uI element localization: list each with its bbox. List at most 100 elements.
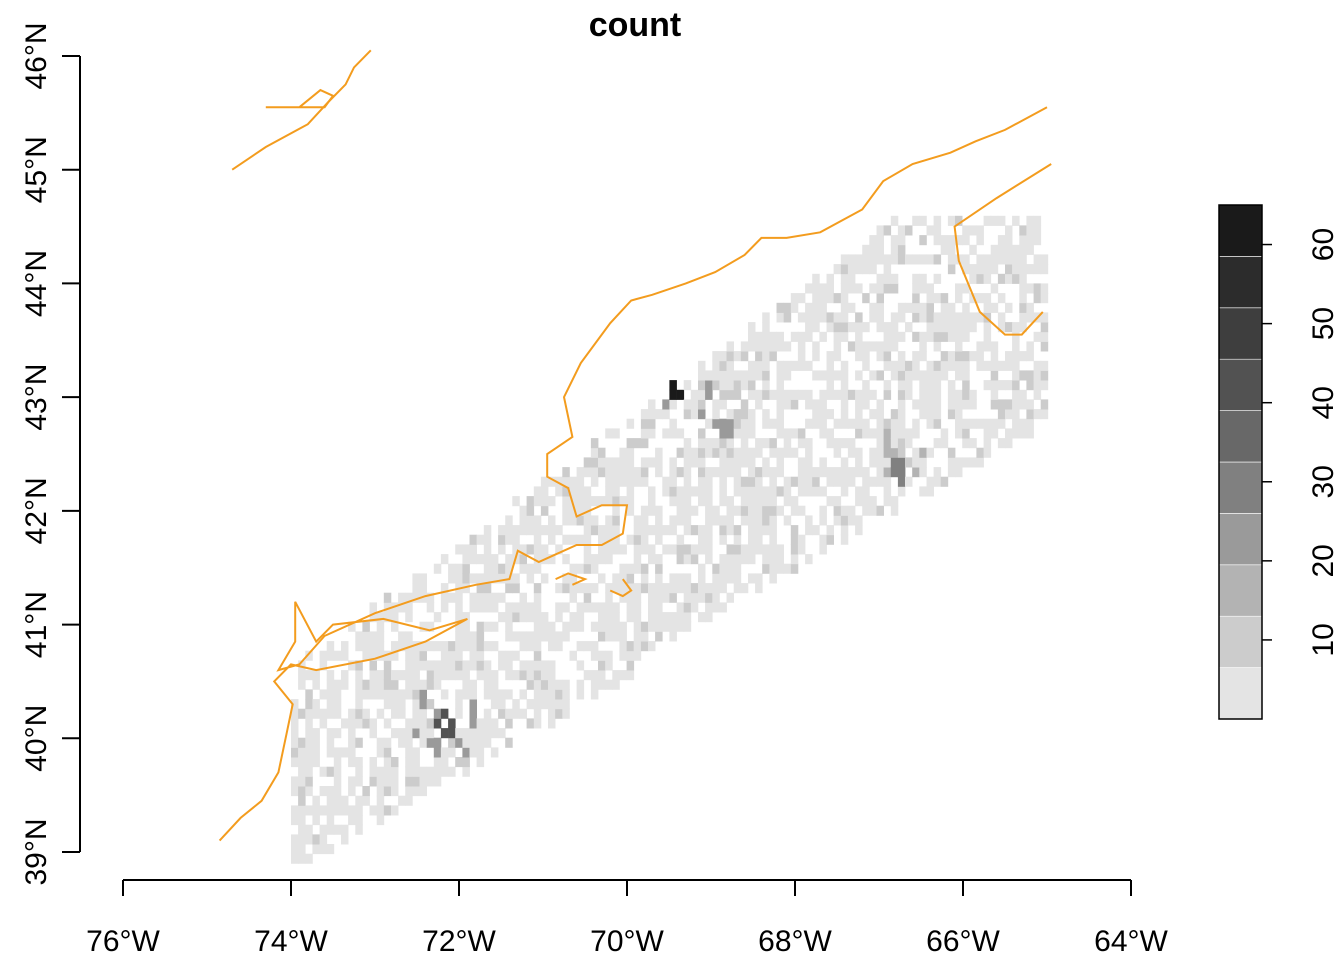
raster-cell: [712, 438, 720, 449]
raster-cell: [583, 515, 592, 526]
raster-cell: [983, 428, 992, 439]
raster-cell: [883, 389, 892, 400]
raster-cell: [455, 757, 463, 768]
raster-cell: [969, 264, 977, 275]
raster-cell: [726, 418, 734, 429]
raster-cell: [698, 525, 706, 536]
raster-cell: [605, 525, 613, 536]
raster-cell: [947, 380, 956, 391]
raster-cell: [376, 612, 385, 623]
raster-cell: [433, 718, 442, 729]
raster-cell: [740, 505, 749, 516]
raster-cell: [819, 283, 827, 294]
raster-cell: [712, 592, 720, 603]
raster-cell: [298, 795, 306, 806]
raster-cell: [448, 718, 456, 729]
raster-cell: [633, 641, 642, 652]
raster-cell: [355, 708, 363, 719]
raster-cell: [719, 447, 727, 458]
raster-cell: [419, 583, 427, 594]
raster-cell: [783, 341, 792, 352]
raster-cell: [698, 380, 706, 391]
raster-cell: [755, 360, 763, 371]
raster-cell: [562, 583, 570, 594]
raster-cell: [1019, 351, 1027, 362]
raster-cell: [526, 660, 535, 671]
raster-cell: [462, 573, 470, 584]
raster-cell: [426, 766, 435, 777]
raster-cell: [833, 351, 842, 362]
raster-cell: [662, 399, 670, 410]
raster-cell: [755, 341, 763, 352]
raster-cell: [533, 670, 542, 681]
raster-cell: [383, 592, 392, 603]
raster-cell: [376, 786, 385, 797]
raster-cell: [376, 737, 385, 748]
raster-cell: [855, 486, 863, 497]
raster-cell: [926, 322, 934, 333]
raster-cell: [819, 312, 827, 323]
raster-cell: [1019, 302, 1027, 313]
raster-cell: [897, 331, 906, 342]
raster-cell: [662, 525, 670, 536]
raster-cell: [319, 824, 328, 835]
raster-cell: [919, 312, 927, 323]
raster-cell: [933, 360, 942, 371]
raster-cell: [412, 747, 420, 758]
raster-cell: [812, 341, 820, 352]
raster-cell: [640, 525, 649, 536]
raster-cell: [783, 360, 792, 371]
raster-cell: [1005, 438, 1013, 449]
raster-cell: [776, 409, 784, 420]
raster-cell: [291, 737, 299, 748]
raster-cell: [962, 380, 970, 391]
legend-tick-label: 60: [1307, 228, 1340, 261]
raster-cell: [776, 544, 784, 555]
raster-cell: [805, 486, 813, 497]
raster-cell: [862, 264, 870, 275]
raster-cell: [555, 612, 563, 623]
raster-cell: [669, 612, 677, 623]
raster-cell: [762, 331, 770, 342]
raster-cell: [362, 650, 370, 661]
raster-cell: [748, 554, 756, 565]
raster-cell: [462, 757, 470, 768]
raster-cell: [676, 467, 685, 478]
raster-cell: [947, 360, 956, 371]
raster-cell: [612, 457, 620, 468]
raster-cell: [897, 302, 906, 313]
raster-cell: [712, 351, 720, 362]
raster-cell: [391, 757, 399, 768]
raster-cell: [655, 505, 663, 516]
raster-cell: [562, 708, 570, 719]
raster-cell: [819, 399, 827, 410]
raster-cell: [940, 293, 949, 304]
raster-cell: [990, 302, 999, 313]
raster-cell: [305, 699, 313, 710]
raster-cell: [726, 370, 734, 381]
raster-cell: [562, 699, 570, 710]
raster-cell: [969, 225, 977, 236]
raster-cell: [483, 728, 492, 739]
raster-cell: [519, 544, 527, 555]
raster-cell: [676, 583, 685, 594]
raster-cell: [640, 631, 649, 642]
raster-cell: [733, 351, 742, 362]
raster-cell: [676, 573, 685, 584]
raster-cell: [733, 544, 742, 555]
raster-cell: [626, 534, 635, 545]
raster-cell: [462, 641, 470, 652]
raster-cell: [912, 447, 920, 458]
raster-cell: [919, 370, 927, 381]
raster-cell: [562, 505, 570, 516]
raster-cell: [690, 554, 699, 565]
raster-cell: [805, 457, 813, 468]
raster-cell: [926, 370, 934, 381]
raster-cell: [655, 457, 663, 468]
raster-cell: [1019, 254, 1027, 265]
raster-cell: [383, 718, 392, 729]
raster-cell: [341, 805, 349, 816]
raster-cell: [869, 312, 877, 323]
raster-cell: [997, 244, 1006, 255]
raster-cell: [526, 573, 535, 584]
